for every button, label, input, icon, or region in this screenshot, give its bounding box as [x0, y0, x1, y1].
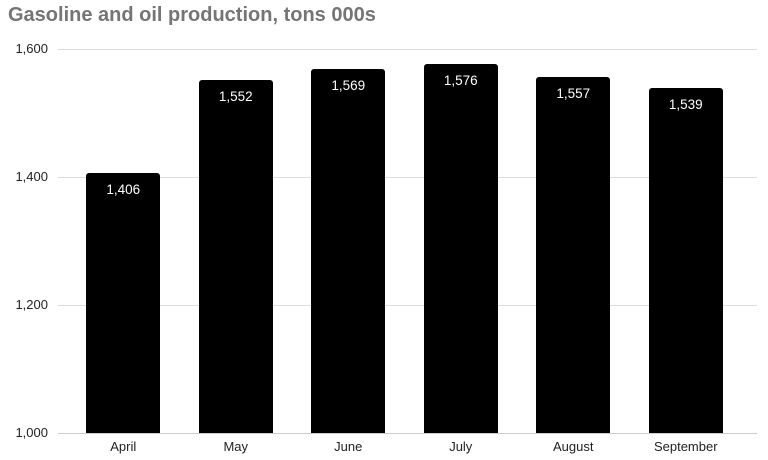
bar-april[interactable]: 1,406 — [86, 173, 161, 433]
y-tick-label: 1,000 — [15, 425, 48, 440]
bar-value-label: 1,576 — [443, 73, 478, 89]
y-tick-label: 1,200 — [15, 297, 48, 312]
bar-september[interactable]: 1,539 — [648, 88, 723, 433]
bar-slot: 1,539 — [630, 49, 743, 433]
chart-title: Gasoline and oil production, tons 000s — [8, 4, 376, 26]
bar-slot: 1,576 — [405, 49, 518, 433]
x-tick-label: May — [223, 439, 249, 454]
gridline — [58, 305, 757, 306]
bar-value-label: 1,557 — [556, 85, 591, 101]
x-tick-label: June — [334, 439, 363, 454]
y-tick-label: 1,600 — [15, 41, 48, 56]
gridline — [58, 177, 757, 178]
gridline — [58, 49, 757, 50]
x-tick-label: April — [110, 439, 137, 454]
bars-container: 1,406 1,552 1,569 1,576 1,557 1,539 — [67, 49, 742, 433]
bar-value-label: 1,552 — [218, 88, 253, 104]
bar-july[interactable]: 1,576 — [423, 64, 498, 433]
bar-value-label: 1,539 — [668, 97, 703, 113]
bar-slot: 1,552 — [180, 49, 293, 433]
plot-area — [58, 49, 757, 434]
bar-value-label: 1,406 — [106, 182, 141, 198]
bar-may[interactable]: 1,552 — [198, 79, 273, 433]
x-tick-label: August — [553, 439, 594, 454]
bar-slot: 1,569 — [292, 49, 405, 433]
x-tick-label: September — [653, 439, 718, 454]
x-tick-label: July — [449, 439, 473, 454]
y-axis-labels: 1,000 1,200 1,400 1,600 — [0, 0, 50, 460]
bar-august[interactable]: 1,557 — [536, 76, 611, 433]
y-tick-label: 1,400 — [15, 169, 48, 184]
bar-slot: 1,557 — [517, 49, 630, 433]
bar-value-label: 1,569 — [331, 77, 366, 93]
bar-june[interactable]: 1,569 — [311, 68, 386, 433]
x-axis-labels: April May June July August September — [67, 439, 742, 454]
bar-slot: 1,406 — [67, 49, 180, 433]
x-axis-baseline — [58, 433, 757, 434]
